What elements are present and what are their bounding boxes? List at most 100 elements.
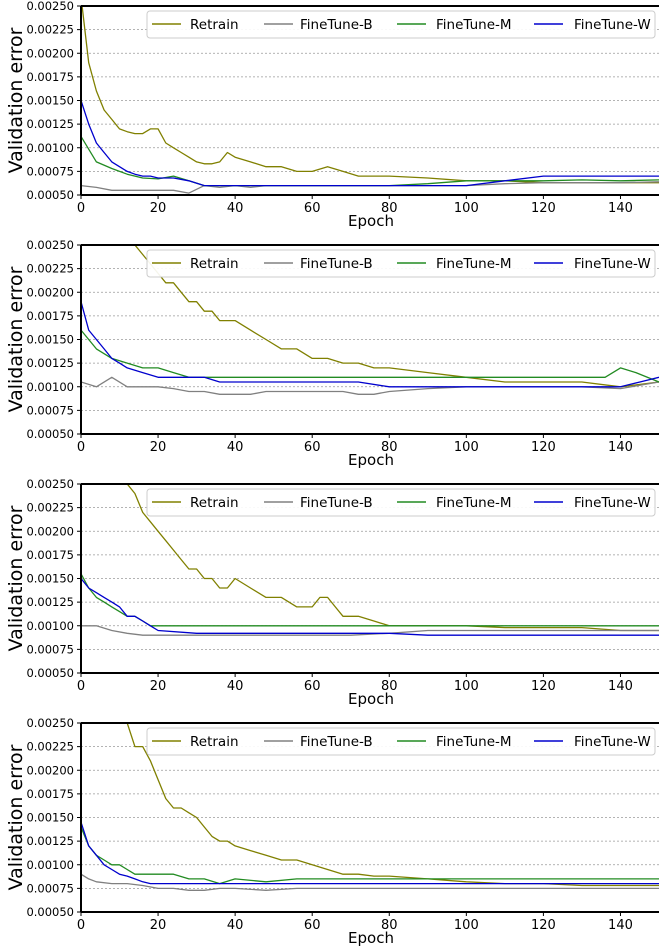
y-tick-label: 0.00200: [26, 763, 74, 777]
x-axis-label: Epoch: [348, 212, 394, 230]
series-line-finetune-b: [81, 376, 659, 395]
series-line-finetune-w: [81, 301, 659, 388]
legend-label: Retrain: [190, 17, 239, 33]
legend-label: FineTune-M: [436, 256, 512, 272]
x-tick-label: 40: [227, 918, 244, 933]
x-tick-label: 80: [381, 918, 398, 933]
x-tick-label: 20: [150, 679, 167, 694]
y-tick-label: 0.00250: [26, 477, 74, 491]
series-line-retrain: [126, 723, 659, 887]
y-tick-label: 0.00100: [26, 619, 74, 633]
chart-panel-2: 0.00050 0.00075 0.00100 0.00125 0.00150 0.001…: [5, 238, 659, 469]
chart-panel-3: 0.00050 0.00075 0.00100 0.00125 0.00150 0.001…: [5, 477, 659, 708]
y-tick-label: 0.00050: [26, 188, 74, 202]
legend-label: FineTune-M: [436, 495, 512, 511]
x-tick-label: 140: [608, 201, 633, 216]
x-tick-label: 20: [150, 201, 167, 216]
series-line-finetune-w: [81, 578, 659, 636]
y-tick-label: 0.00150: [26, 572, 74, 586]
x-tick-label: 40: [227, 679, 244, 694]
x-tick-label: 0: [77, 201, 85, 216]
legend-label: FineTune-W: [574, 17, 651, 33]
series-group: [81, 6, 659, 194]
y-tick-label: 0.00175: [26, 787, 74, 801]
legend-label: FineTune-B: [300, 495, 373, 511]
x-tick-label: 120: [531, 440, 556, 455]
y-tick-label: 0.00100: [26, 380, 74, 394]
x-tick-label: 60: [304, 679, 321, 694]
y-tick-label: 0.00250: [26, 716, 74, 730]
x-tick-label: 60: [304, 440, 321, 455]
y-tick-label: 0.00125: [26, 595, 74, 609]
y-axis-label: Validation error: [5, 27, 27, 173]
x-axis-label: Epoch: [348, 451, 394, 469]
x-tick-label: 100: [454, 679, 479, 694]
x-tick-label: 20: [150, 918, 167, 933]
y-tick-label: 0.00075: [26, 642, 74, 656]
legend-label: Retrain: [190, 495, 239, 511]
chart-panel-4: 0.00050 0.00075 0.00100 0.00125 0.00150 0.001…: [5, 716, 659, 946]
legend-label: Retrain: [190, 734, 239, 750]
series-group: [81, 723, 659, 891]
y-tick-label: 0.00150: [26, 333, 74, 347]
series-line-retrain: [81, 6, 659, 184]
legend-label: FineTune-W: [574, 495, 651, 511]
y-tick-label: 0.00200: [26, 524, 74, 538]
x-tick-label: 120: [531, 201, 556, 216]
x-tick-label: 120: [531, 679, 556, 694]
y-tick-label: 0.00225: [26, 23, 74, 37]
x-tick-label: 0: [77, 918, 85, 933]
y-tick-label: 0.00150: [26, 811, 74, 825]
x-tick-label: 40: [227, 440, 244, 455]
series-line-finetune-m: [81, 329, 659, 383]
series-line-finetune-b: [81, 873, 659, 891]
x-tick-label: 60: [304, 201, 321, 216]
y-tick-label: 0.00225: [26, 740, 74, 754]
legend-label: FineTune-M: [436, 734, 512, 750]
y-tick-label: 0.00125: [26, 356, 74, 370]
series-line-finetune-b: [81, 625, 659, 636]
x-tick-label: 140: [608, 918, 633, 933]
y-tick-label: 0.00075: [26, 881, 74, 895]
legend-label: FineTune-W: [574, 256, 651, 272]
legend-label: FineTune-B: [300, 256, 373, 272]
x-tick-label: 140: [608, 679, 633, 694]
x-tick-label: 100: [454, 440, 479, 455]
legend-label: Retrain: [190, 256, 239, 272]
y-tick-label: 0.00200: [26, 46, 74, 60]
y-tick-label: 0.00225: [26, 501, 74, 515]
x-tick-label: 40: [227, 201, 244, 216]
x-tick-label: 140: [608, 440, 633, 455]
y-tick-label: 0.00250: [26, 238, 74, 252]
x-tick-label: 80: [381, 440, 398, 455]
chart-panel-1: 0.00050 0.00075 0.00100 0.00125 0.00150 0.001…: [5, 0, 659, 230]
series-line-finetune-b: [81, 181, 659, 194]
y-axis-label: Validation error: [5, 266, 27, 412]
x-axis-label: Epoch: [348, 929, 394, 946]
y-tick-label: 0.00100: [26, 858, 74, 872]
y-tick-label: 0.00175: [26, 309, 74, 323]
legend-label: FineTune-W: [574, 734, 651, 750]
legend-label: FineTune-M: [436, 17, 512, 33]
x-tick-label: 20: [150, 440, 167, 455]
series-line-finetune-w: [81, 100, 659, 187]
y-tick-label: 0.00175: [26, 548, 74, 562]
y-tick-label: 0.00200: [26, 285, 74, 299]
y-tick-label: 0.00050: [26, 666, 74, 680]
x-tick-label: 0: [77, 679, 85, 694]
x-tick-label: 100: [454, 918, 479, 933]
series-group: [81, 245, 659, 395]
x-tick-label: 60: [304, 918, 321, 933]
y-axis-label: Validation error: [5, 744, 27, 890]
y-tick-label: 0.00075: [26, 403, 74, 417]
y-tick-label: 0.00175: [26, 70, 74, 84]
y-tick-label: 0.00050: [26, 905, 74, 919]
y-axis-label: Validation error: [5, 505, 27, 651]
x-axis-label: Epoch: [348, 690, 394, 708]
series-line-finetune-m: [81, 826, 659, 885]
x-tick-label: 120: [531, 918, 556, 933]
y-tick-label: 0.00075: [26, 164, 74, 178]
y-tick-label: 0.00150: [26, 94, 74, 108]
x-tick-label: 80: [381, 679, 398, 694]
